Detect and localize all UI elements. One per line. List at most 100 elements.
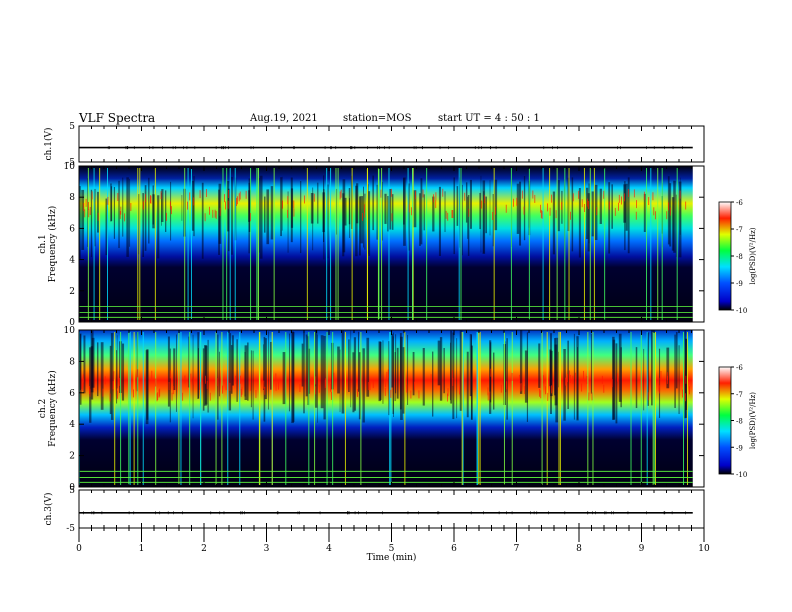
spectrogram-gap bbox=[612, 336, 615, 420]
spectrogram-gap bbox=[126, 177, 129, 257]
spectrogram-gap bbox=[264, 338, 267, 400]
spectrogram-gap bbox=[300, 181, 302, 254]
spectrogram-gap bbox=[288, 333, 290, 412]
spectrogram-gap bbox=[368, 191, 371, 256]
spectrogram-gap bbox=[109, 345, 112, 415]
y-tick-label: 5 bbox=[69, 122, 75, 132]
spectrogram-gap bbox=[218, 351, 220, 397]
spectrogram-gap bbox=[362, 348, 365, 423]
y-axis-label: ch.1(V) bbox=[43, 128, 54, 161]
x-tick-label: 8 bbox=[576, 544, 582, 554]
spectrogram-gap bbox=[144, 185, 147, 251]
spectrogram-gap bbox=[188, 336, 190, 388]
spectrogram-gap bbox=[268, 331, 269, 410]
spectrogram-gap bbox=[247, 342, 249, 401]
spectrogram-gap bbox=[524, 350, 528, 403]
spectrogram-gap bbox=[97, 191, 99, 233]
colorbar-tick-label: -7 bbox=[736, 226, 743, 234]
spectrogram-gap bbox=[523, 176, 526, 241]
spectrogram-gap bbox=[142, 193, 144, 257]
spectrogram-gap bbox=[152, 185, 154, 225]
spectrogram-gap bbox=[121, 343, 125, 401]
spectrogram-gap bbox=[470, 345, 473, 420]
waveform-frame bbox=[78, 125, 705, 163]
spectrogram-gap bbox=[231, 335, 234, 386]
spectrogram-gap bbox=[314, 330, 318, 408]
spectrogram-gap bbox=[378, 341, 382, 402]
y-axis-label: ch.3(V) bbox=[43, 493, 54, 526]
figure-title: VLF Spectra bbox=[79, 111, 156, 125]
spectrogram-gap bbox=[422, 348, 425, 406]
spectrogram-gap bbox=[360, 196, 364, 244]
spectrogram-gap bbox=[678, 181, 682, 258]
spectrogram-gap bbox=[611, 184, 613, 229]
spectrogram-gap bbox=[202, 348, 205, 411]
spectrogram-gap bbox=[244, 345, 248, 400]
spectrogram-gap bbox=[291, 331, 294, 424]
spectrogram-gap bbox=[217, 334, 219, 420]
spectrogram-gap bbox=[685, 339, 688, 410]
spectrogram-gap bbox=[250, 350, 252, 408]
spectrogram-gap bbox=[594, 184, 598, 241]
spectrogram-gap bbox=[587, 193, 591, 252]
colorbar bbox=[718, 201, 732, 311]
spectrogram-gap bbox=[453, 177, 455, 255]
spectrogram-gap bbox=[558, 351, 559, 388]
spectrogram-gap bbox=[94, 188, 96, 247]
station-label: station=MOS bbox=[343, 113, 412, 124]
colorbar-tick-label: -9 bbox=[736, 444, 743, 452]
spectrogram-gap bbox=[618, 333, 622, 402]
spectrogram-gap bbox=[666, 347, 670, 389]
spectrogram-gap bbox=[492, 194, 494, 247]
y-tick-label: 4 bbox=[69, 256, 75, 266]
spectrogram-gap bbox=[204, 345, 207, 406]
spectrogram-gap bbox=[201, 182, 204, 259]
spectrogram-gap bbox=[207, 339, 209, 413]
spectrogram-gap bbox=[90, 330, 94, 393]
spectrogram-gap bbox=[467, 195, 470, 256]
y-axis-label: ch.1 bbox=[38, 234, 48, 253]
spectrogram-gap bbox=[113, 186, 116, 239]
spectrogram-gap bbox=[248, 190, 251, 222]
spectrogram-gap bbox=[456, 186, 459, 226]
spectrogram-gap bbox=[408, 183, 410, 251]
spectrogram-gap bbox=[635, 347, 638, 409]
spectrogram-gap bbox=[599, 188, 602, 224]
spectrogram-gap bbox=[538, 343, 541, 388]
spectrogram-gap bbox=[554, 338, 556, 396]
spectrogram-gap bbox=[170, 181, 172, 241]
x-axis-label: Time (min) bbox=[367, 552, 417, 563]
spectrogram-gap bbox=[317, 334, 318, 423]
spectrogram-gap bbox=[647, 332, 650, 406]
spectrogram-gap bbox=[437, 340, 441, 386]
spectrogram-gap bbox=[350, 330, 352, 408]
spectrogram-gap bbox=[608, 182, 611, 254]
spectrogram-gap bbox=[366, 337, 370, 397]
spectrogram-gap bbox=[494, 179, 498, 231]
spectrogram-gap bbox=[193, 176, 195, 237]
spectrogram-gap bbox=[231, 176, 233, 255]
x-tick-label: 4 bbox=[326, 544, 332, 554]
spectrogram-gap bbox=[615, 343, 618, 424]
spectrogram-gap bbox=[452, 332, 455, 420]
colorbar-tick-label: -6 bbox=[736, 364, 743, 372]
spectrogram-gap bbox=[466, 351, 469, 418]
spectrogram-gap bbox=[105, 198, 108, 256]
y-axis-label: Frequency (kHz) bbox=[47, 370, 58, 447]
colorbar-tick-label: -8 bbox=[736, 253, 743, 261]
spectrogram-gap bbox=[327, 184, 329, 259]
colorbar-tick-label: -9 bbox=[736, 280, 743, 288]
spectrogram-gap bbox=[148, 177, 150, 244]
spectrogram-gap bbox=[280, 177, 282, 237]
spectrogram-gap bbox=[236, 339, 238, 402]
colorbar-tick-label: -6 bbox=[736, 199, 743, 207]
spectrogram-gap bbox=[167, 336, 170, 407]
spectrogram-gap bbox=[303, 332, 305, 414]
spectrogram-gap bbox=[402, 347, 405, 414]
spectrogram-gap bbox=[388, 188, 392, 230]
spectrogram-gap bbox=[323, 335, 326, 420]
spectrogram-gap bbox=[399, 333, 402, 410]
spectrogram-gap bbox=[191, 180, 194, 231]
start-ut-label: start UT = 4 : 50 : 1 bbox=[438, 113, 540, 124]
